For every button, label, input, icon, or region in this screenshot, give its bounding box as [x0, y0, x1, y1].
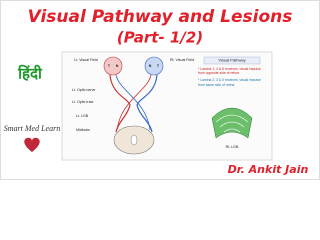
panel-header	[203, 56, 261, 65]
language: हिंदी	[17, 65, 43, 83]
brand: Smart Med Learn	[4, 124, 60, 133]
eye-letter: T	[157, 64, 160, 68]
note: * Lamina 2, 3 & 5 receives, visual impul…	[198, 78, 261, 87]
diagram-card	[61, 51, 273, 161]
right-eye	[144, 56, 164, 76]
lgb-label: Rt. LGB	[226, 145, 239, 149]
left-field: Lt. Visual Field	[74, 58, 98, 62]
diagram-label: Lt. Optic tract	[72, 100, 93, 104]
brand-heart	[24, 137, 40, 152]
eye-letter: N	[116, 64, 119, 68]
title: Visual Pathway and Lesions	[28, 7, 293, 27]
left-eye	[103, 56, 123, 76]
subtitle: (Part- 1/2)	[117, 29, 203, 47]
pathway	[116, 74, 152, 131]
right-field: Rt. Visual Field	[170, 58, 194, 62]
diagram-label: Lt. LGB	[76, 114, 89, 118]
lgb	[211, 107, 253, 139]
diagram-label: Lt. Optic nerve	[72, 88, 95, 92]
aqueduct	[130, 134, 138, 146]
lgb-layers	[215, 114, 249, 133]
panel-title: Visual Pathway	[218, 58, 245, 63]
panel-notes: * Lamina 1, 4 & 6 receives, visual impul…	[198, 67, 268, 87]
eye-letter: T	[108, 64, 111, 68]
author: Dr. Ankit Jain	[228, 163, 309, 176]
pathway	[115, 74, 151, 131]
note: * Lamina 1, 4 & 6 receives, visual impul…	[198, 67, 261, 76]
notes: * Lamina 1, 4 & 6 receives, visual impul…	[198, 67, 268, 87]
eye-letter: N	[149, 64, 152, 68]
thumbnail: Visual Pathway and Lesions (Part- 1/2) ह…	[0, 0, 320, 180]
pathway	[109, 74, 131, 133]
page: {"header": {"title": "Visual Pathway and…	[0, 0, 320, 180]
diagram-label: Midbrain	[76, 128, 90, 132]
pathway	[136, 74, 158, 133]
